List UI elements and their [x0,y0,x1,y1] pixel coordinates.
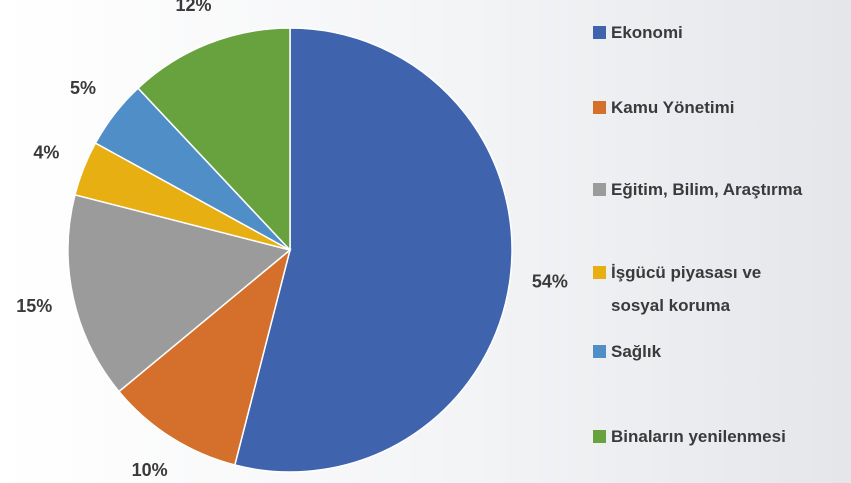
legend-label: Ekonomi [611,23,683,42]
legend-swatch [593,266,606,279]
legend-label: Sağlık [611,342,662,361]
pie-slice [67,193,292,393]
pie-slice [136,27,291,252]
pie-slice [117,247,292,466]
legend-swatch [593,183,606,196]
legend-item: Eğitim, Bilim, Araştırma [593,173,802,206]
data-label: 5% [70,78,96,98]
data-label: 4% [33,142,59,162]
legend-item: Kamu Yönetimi [593,91,734,124]
data-label: 15% [16,296,52,316]
legend-label: Eğitim, Bilim, Araştırma [611,180,803,199]
data-label: 10% [132,460,168,480]
legend-item: İşgücü piyasası ve sosyal koruma [593,256,811,322]
data-label: 54% [532,272,568,292]
data-label: 12% [176,0,212,15]
legend-swatch [593,345,606,358]
legend-swatch [593,101,606,114]
legend-swatch [593,430,606,443]
legend-label: Kamu Yönetimi [611,98,735,117]
legend-swatch [593,26,606,39]
legend-item: Sağlık [593,335,661,368]
legend-item: Binaların yenilenmesi [593,420,786,453]
legend-item: Ekonomi [593,16,683,49]
pie-slice [233,27,513,473]
legend-label: İşgücü piyasası ve sosyal koruma [611,263,762,315]
legend-label: Binaların yenilenmesi [611,427,786,446]
